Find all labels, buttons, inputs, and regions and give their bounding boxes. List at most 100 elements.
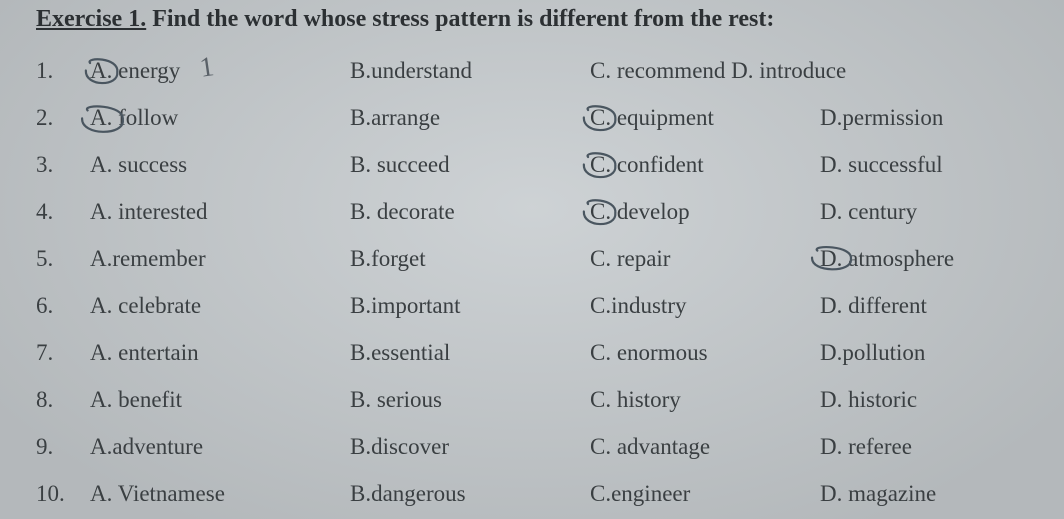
option-d-letter: D. xyxy=(820,199,842,224)
option-c-word: enormous xyxy=(617,340,708,365)
option-d-letter: D. xyxy=(820,481,842,506)
option-d-word: permission xyxy=(842,105,943,130)
option-d-word: century xyxy=(848,199,917,224)
option-b-letter: B. xyxy=(350,293,371,318)
exercise-page: Exercise 1. Find the word whose stress p… xyxy=(36,6,1036,517)
option-c-word: history xyxy=(617,387,681,412)
option-b-letter: B. xyxy=(350,387,371,412)
option-b: B.understand xyxy=(350,58,590,84)
option-b-letter: B. xyxy=(350,481,371,506)
option-b-letter: B. xyxy=(350,152,371,177)
exercise-title-rest: Find the word whose stress pattern is di… xyxy=(146,6,774,32)
option-a: A. success xyxy=(90,152,350,178)
option-a-letter: A. xyxy=(90,293,112,318)
option-b-word: discover xyxy=(371,434,449,459)
option-a-word: adventure xyxy=(112,434,203,459)
question-row: 9.A.adventureB.discoverC. advantageD. re… xyxy=(36,423,1036,470)
option-a: A. celebrate xyxy=(90,293,350,319)
option-c-joined: C. recommend D. introduce xyxy=(590,58,846,83)
option-b-word: decorate xyxy=(377,199,455,224)
option-d: D. referee xyxy=(820,434,1020,460)
question-row: 5.A.rememberB.forgetC. repairD. atmosphe… xyxy=(36,235,1036,282)
question-row: 3.A. successB. succeedC. confidentD. suc… xyxy=(36,141,1036,188)
option-a-letter: A. xyxy=(90,481,112,506)
question-row: 2.A. followB.arrangeC. equipmentD.permis… xyxy=(36,94,1036,141)
option-c-letter: C. xyxy=(590,481,611,506)
question-number: 3. xyxy=(36,152,90,178)
option-a: A. entertain xyxy=(90,340,350,366)
option-b-word: succeed xyxy=(377,152,450,177)
option-a-word: success xyxy=(118,152,187,177)
option-d-letter: D. xyxy=(820,340,842,365)
option-c: C. develop xyxy=(590,199,820,225)
option-c-word: engineer xyxy=(611,481,690,506)
option-b-letter: B. xyxy=(350,246,371,271)
pencil-tick: 1 xyxy=(198,51,216,85)
option-b-word: understand xyxy=(371,58,472,83)
option-d-letter: D. xyxy=(731,58,753,83)
option-a-letter: A. xyxy=(90,434,112,459)
question-number: 8. xyxy=(36,387,90,413)
option-a-letter: A. xyxy=(90,152,112,177)
option-d-word: successful xyxy=(848,152,943,177)
option-c-letter: C. xyxy=(590,434,611,459)
option-a-letter: A. xyxy=(90,246,112,271)
question-number: 9. xyxy=(36,434,90,460)
question-number: 6. xyxy=(36,293,90,319)
option-a-word: energy xyxy=(118,58,180,83)
option-b: B. decorate xyxy=(350,199,590,225)
option-c-letter: C. xyxy=(590,293,611,318)
option-b-word: arrange xyxy=(371,105,440,130)
option-c: C.engineer xyxy=(590,481,820,507)
option-c: C. equipment xyxy=(590,105,820,131)
option-c-letter: C. xyxy=(590,58,611,83)
option-b: B. serious xyxy=(350,387,590,413)
option-d-word: introduce xyxy=(759,58,846,83)
option-b-letter: B. xyxy=(350,434,371,459)
question-row: 8.A. benefitB. seriousC. historyD. histo… xyxy=(36,376,1036,423)
option-a-letter: A. xyxy=(90,387,112,412)
option-b: B.dangerous xyxy=(350,481,590,507)
option-d: D. historic xyxy=(820,387,1020,413)
question-number: 5. xyxy=(36,246,90,272)
option-d-letter: D. xyxy=(820,434,842,459)
question-number: 7. xyxy=(36,340,90,366)
option-d-letter: D. xyxy=(820,387,842,412)
option-d-word: historic xyxy=(848,387,917,412)
question-number: 1. xyxy=(36,58,90,84)
option-a-word: remember xyxy=(112,246,205,271)
option-d: D. magazine xyxy=(820,481,1020,507)
option-d-letter: D. xyxy=(820,246,842,271)
option-b: B.forget xyxy=(350,246,590,272)
option-b-word: essential xyxy=(371,340,450,365)
option-a-word: benefit xyxy=(118,387,182,412)
option-d-word: magazine xyxy=(848,481,936,506)
option-a-word: follow xyxy=(118,105,178,130)
option-a: A. interested xyxy=(90,199,350,225)
option-d: D. different xyxy=(820,293,1020,319)
option-a: A. energy1 xyxy=(90,58,350,84)
option-a: A. Vietnamese xyxy=(90,481,350,507)
option-b-letter: B. xyxy=(350,340,371,365)
option-a-letter: A. xyxy=(90,58,112,83)
exercise-title: Exercise 1. Find the word whose stress p… xyxy=(36,6,1036,33)
option-d-word: atmosphere xyxy=(848,246,954,271)
option-c: C.industry xyxy=(590,293,820,319)
option-c-letter: C. xyxy=(590,152,611,177)
option-d-word: referee xyxy=(848,434,912,459)
option-b: B. succeed xyxy=(350,152,590,178)
option-b: B.essential xyxy=(350,340,590,366)
option-d-letter: D. xyxy=(820,105,842,130)
option-c-letter: C. xyxy=(590,199,611,224)
option-c: C. history xyxy=(590,387,820,413)
question-number: 10. xyxy=(36,481,90,507)
option-c: C. advantage xyxy=(590,434,820,460)
option-b: B.discover xyxy=(350,434,590,460)
option-d: D.pollution xyxy=(820,340,1020,366)
option-d-letter: D. xyxy=(820,293,842,318)
option-b: B.important xyxy=(350,293,590,319)
option-c-letter: C. xyxy=(590,387,611,412)
option-a: A. benefit xyxy=(90,387,350,413)
question-row: 1.A. energy1B.understandC. recommend D. … xyxy=(36,47,1036,94)
option-c-word: develop xyxy=(617,199,690,224)
